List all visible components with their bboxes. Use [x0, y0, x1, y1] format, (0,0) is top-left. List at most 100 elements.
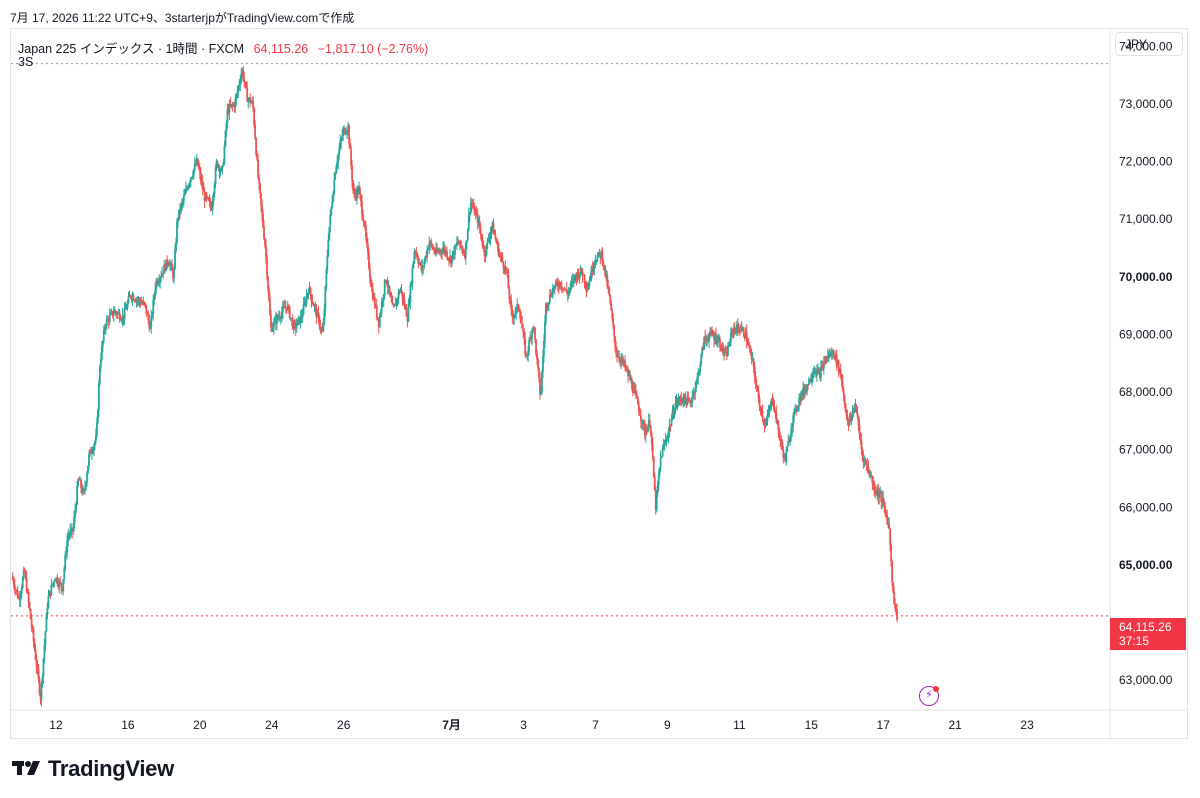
candle-down — [136, 299, 139, 301]
candle-down — [162, 273, 165, 275]
candle-down — [139, 301, 142, 305]
candle-down — [500, 255, 503, 257]
candle-down — [172, 270, 174, 279]
candle-down — [319, 326, 322, 329]
candle-down — [141, 303, 144, 305]
candle-up — [195, 158, 198, 165]
candle-up — [532, 327, 534, 331]
candle-up — [766, 414, 769, 421]
candle-up — [329, 214, 332, 228]
candle-up — [236, 91, 239, 95]
candle-down — [682, 399, 685, 403]
candle-down — [645, 430, 648, 433]
candle-up — [658, 467, 661, 476]
candle-up — [814, 371, 816, 373]
candle-down — [246, 87, 249, 102]
candle-down — [269, 300, 271, 316]
candle-down — [731, 330, 734, 332]
candle-down — [854, 405, 857, 409]
candle-down — [231, 104, 234, 106]
candle-up — [764, 425, 767, 427]
candle-up — [279, 317, 282, 319]
currency-button[interactable]: JPY — [1115, 32, 1183, 56]
candle-down — [524, 338, 527, 354]
candle-down — [807, 384, 809, 386]
candle-down — [460, 246, 463, 249]
candle-up — [240, 73, 243, 82]
candle-down — [704, 336, 707, 340]
candle-down — [57, 583, 60, 587]
candle-up — [334, 173, 337, 180]
candle-up — [66, 539, 69, 553]
candle-down — [283, 306, 286, 309]
price-tick-label: 66,000.00 — [1119, 500, 1173, 514]
candle-down — [26, 591, 29, 593]
candle-up — [820, 365, 823, 368]
candle-up — [140, 303, 143, 305]
candle-up — [225, 123, 228, 132]
candle-down — [583, 275, 586, 283]
candle-up — [110, 311, 113, 313]
candle-down — [229, 104, 232, 106]
candle-up — [219, 170, 222, 172]
candle-down — [243, 79, 246, 82]
candle-up — [666, 437, 669, 440]
candle-down — [107, 318, 110, 322]
candle-down — [752, 358, 755, 367]
candle-up — [767, 412, 770, 415]
candle-down — [669, 425, 672, 427]
candle-up — [112, 313, 115, 316]
candle-down — [506, 270, 509, 275]
time-tick-label: 17 — [877, 718, 891, 732]
candle-down — [49, 591, 52, 596]
candle-down — [549, 294, 552, 297]
candle-down — [537, 358, 539, 368]
legend-change: −1,817.10 (−2.76%) — [317, 42, 429, 56]
time-tick-label: 24 — [265, 718, 279, 732]
chart-legend[interactable]: Japan 225 インデックス · 1時間 · FXCM 64,115.26 … — [18, 38, 428, 57]
lightning-bolt-icon[interactable]: ⚡ — [919, 686, 939, 706]
candle-down — [499, 254, 502, 256]
candle-down — [841, 381, 844, 390]
candle-down — [138, 298, 141, 302]
legend-symbol[interactable]: Japan 225 インデックス · 1時間 · FXCM — [18, 42, 245, 56]
candle-up — [705, 338, 708, 340]
candle-up — [295, 325, 298, 329]
candle-down — [702, 347, 705, 350]
candle-down — [501, 256, 504, 262]
candle-up — [399, 289, 402, 293]
candle-up — [553, 285, 556, 290]
candle-down — [546, 303, 548, 308]
candle-down — [777, 420, 780, 431]
candle-up — [21, 578, 24, 588]
legend-study[interactable]: 3S — [18, 55, 34, 69]
candle-down — [880, 492, 883, 502]
candle-down — [795, 407, 798, 411]
candle-down — [591, 267, 594, 272]
candle-down — [261, 204, 263, 215]
candle-up — [464, 243, 467, 259]
tradingview-logo[interactable]: TradingView — [12, 756, 174, 782]
candle-down — [552, 287, 555, 290]
candle-down — [373, 297, 376, 307]
candle-up — [740, 328, 743, 331]
candle-up — [85, 482, 87, 488]
candle-down — [832, 350, 835, 356]
candle-down — [749, 349, 752, 353]
candle-up — [597, 251, 600, 257]
chart-frame[interactable] — [10, 28, 1188, 739]
candle-down — [619, 359, 622, 362]
candle-down — [145, 305, 148, 314]
candle-down — [166, 259, 168, 265]
candle-down — [606, 274, 609, 287]
candle-up — [516, 304, 519, 308]
candle-down — [855, 408, 858, 414]
candle-up — [786, 445, 789, 452]
candle-down — [440, 250, 442, 252]
candle-down — [405, 307, 408, 317]
candle-up — [137, 298, 140, 300]
candle-down — [233, 104, 236, 108]
candle-up — [605, 274, 608, 276]
candle-down — [750, 352, 753, 360]
